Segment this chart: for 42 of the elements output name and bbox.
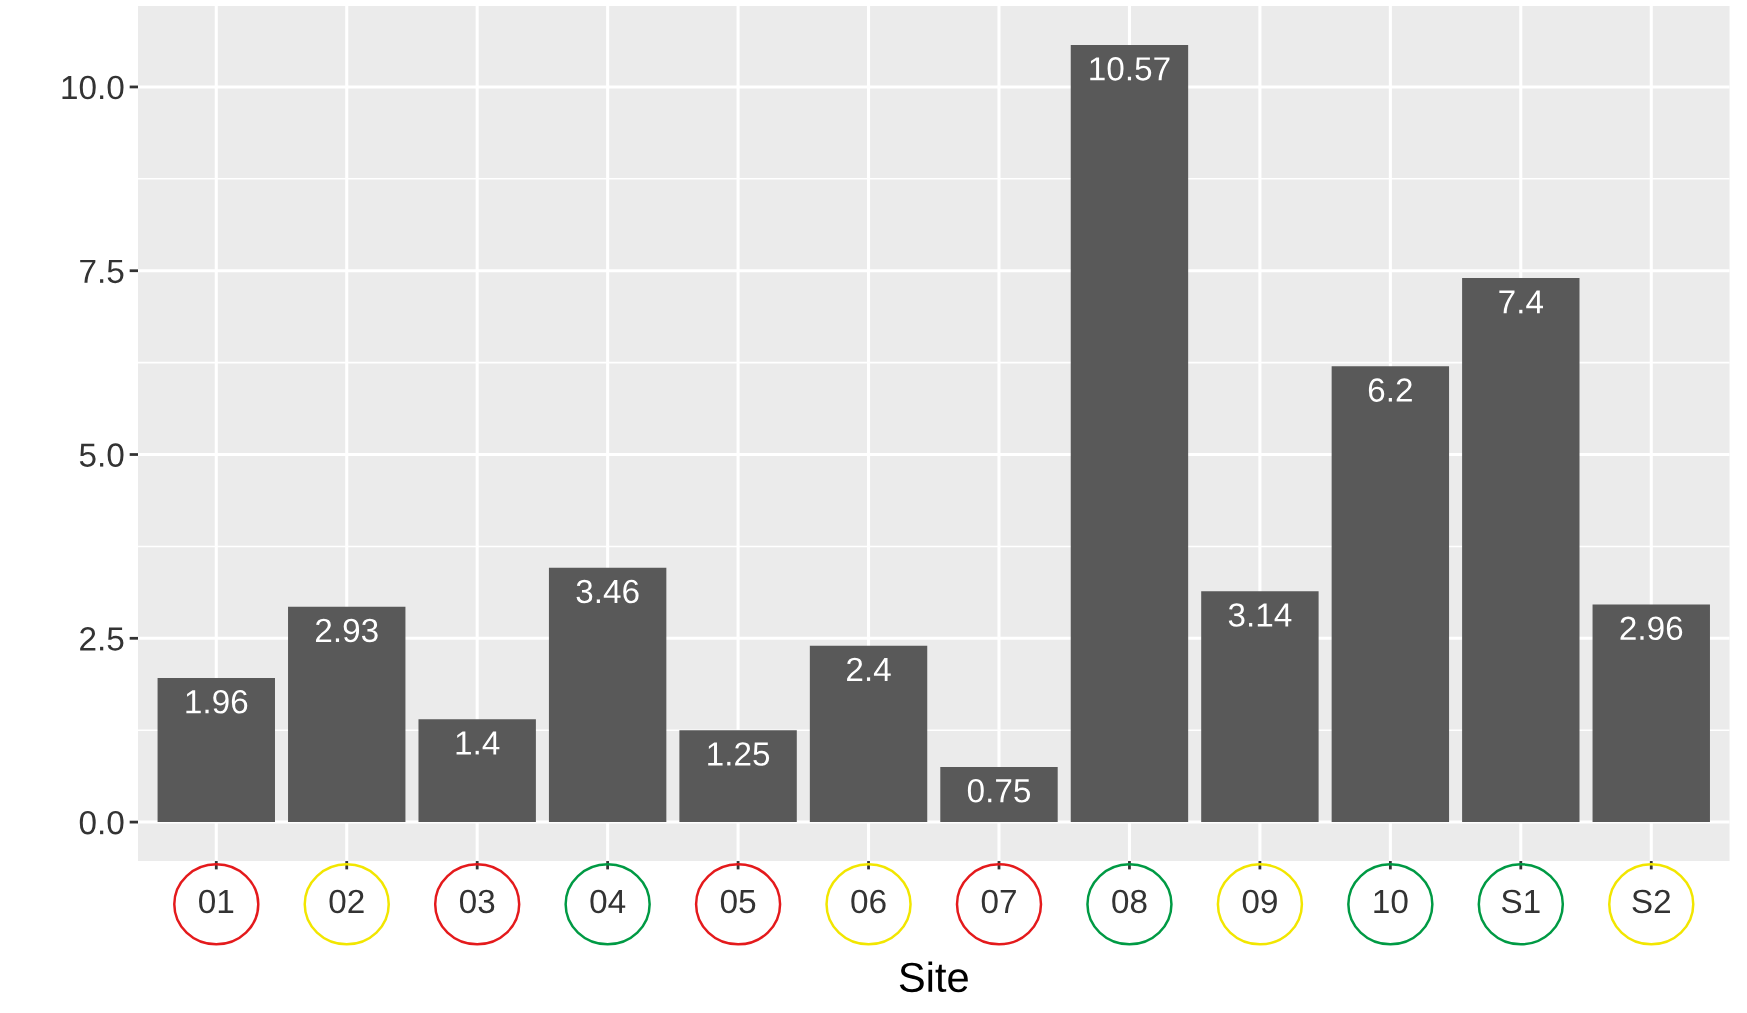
x-tick-label: 08 [1112, 889, 1147, 914]
bar [288, 606, 406, 823]
bar [157, 678, 275, 823]
bar [1201, 591, 1319, 823]
bar [809, 645, 928, 823]
data-label: 2.96 [1620, 616, 1683, 641]
x-tick-label: 01 [199, 889, 234, 914]
bar [679, 730, 797, 823]
data-label: 6.2 [1368, 378, 1412, 402]
data-label: 7.4 [1499, 290, 1543, 314]
x-tick-label: 02 [329, 889, 364, 914]
data-label: 3.46 [576, 579, 639, 604]
bar [1462, 278, 1580, 823]
bar [1592, 604, 1710, 823]
bar [1331, 366, 1450, 823]
data-label: 3.14 [1228, 603, 1292, 627]
bar [940, 766, 1058, 823]
x-tick-label: 05 [720, 889, 756, 914]
x-axis-title: Site [899, 961, 968, 993]
x-tick-label: 09 [1242, 889, 1277, 914]
y-tick-label: 0.0 [79, 810, 124, 835]
bar [1070, 45, 1189, 823]
x-tick-label: S2 [1632, 889, 1670, 914]
data-label: 1.4 [456, 731, 500, 755]
y-tick-label: 7.5 [80, 259, 124, 284]
x-tick-label: 03 [459, 889, 495, 914]
y-tick-label: 10.0 [62, 75, 124, 100]
data-label: 1.96 [186, 689, 248, 714]
bar [548, 567, 667, 823]
x-tick-label: S1 [1501, 889, 1540, 914]
bar [418, 719, 536, 823]
x-tick-label: 04 [590, 889, 626, 914]
x-tick-label: 10 [1374, 889, 1408, 914]
x-tick-label: 06 [851, 889, 886, 914]
data-label: 2.93 [315, 618, 378, 643]
y-tick-label: 2.5 [80, 627, 124, 651]
y-tick-label: 5.0 [79, 443, 124, 467]
data-label: 0.75 [967, 778, 1031, 803]
data-label: 2.4 [847, 657, 891, 681]
x-tick-label: 07 [981, 889, 1016, 914]
data-label: 10.57 [1090, 57, 1170, 81]
data-label: 1.25 [708, 742, 770, 766]
